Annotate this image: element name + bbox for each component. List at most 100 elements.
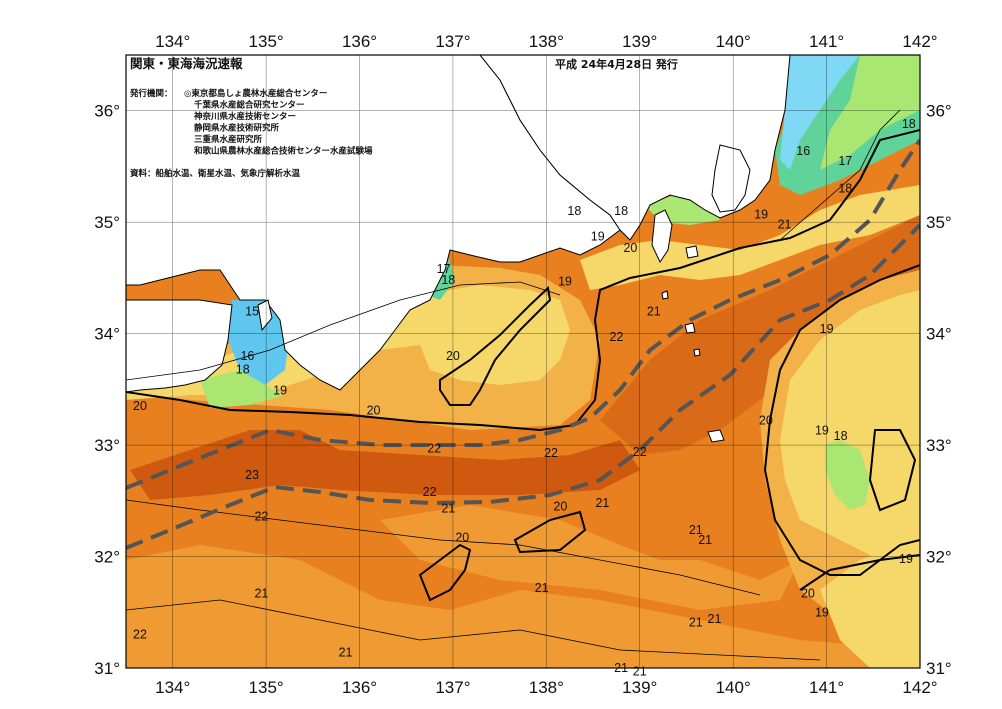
isotherm-20-loop bbox=[439, 285, 552, 406]
land-izu-peninsula bbox=[651, 209, 673, 264]
map-title: 関東・東海海況速報 bbox=[130, 56, 243, 71]
isotherm-label: 19 bbox=[273, 383, 287, 397]
isotherm-label: 22 bbox=[609, 330, 623, 344]
isotherm-label-text: 22 bbox=[609, 330, 623, 344]
isotherm-label: 21 bbox=[689, 523, 703, 537]
isotherm-label: 17 bbox=[437, 262, 451, 276]
isotherm-label: 21 bbox=[339, 645, 353, 659]
isotherm-label-text: 21 bbox=[535, 581, 549, 595]
data-source: 資料：船舶水温、衛星水温、気象庁解析水温 bbox=[129, 168, 301, 179]
isotherm-label: 21 bbox=[647, 304, 661, 318]
lat-label-left: 33° bbox=[94, 436, 120, 455]
isotherm-label: 22 bbox=[427, 441, 441, 455]
isotherm-19-inner bbox=[868, 429, 917, 512]
isotherm-label: 22 bbox=[633, 445, 647, 459]
isotherm-label: 18 bbox=[838, 182, 852, 196]
isotherm-label: 23 bbox=[245, 468, 259, 482]
lon-label-bottom: 134° bbox=[155, 678, 190, 697]
isotherm-label-text: 16 bbox=[240, 349, 254, 363]
isotherm-minor-2 bbox=[126, 499, 761, 596]
land-boso bbox=[711, 144, 751, 213]
isotherm-label: 15 bbox=[245, 304, 259, 318]
isotherm-label: 19 bbox=[558, 274, 572, 288]
kuroshio-axes bbox=[126, 138, 920, 550]
isotherm-label-text: 22 bbox=[427, 441, 441, 455]
isotherm-label-text: 21 bbox=[614, 661, 628, 675]
isotherm-label: 22 bbox=[133, 628, 147, 642]
lat-label-left: 31° bbox=[94, 659, 120, 678]
temp-zone-18-eddy bbox=[825, 440, 870, 510]
lon-label-top: 138° bbox=[529, 32, 564, 51]
lon-label-bottom: 138° bbox=[529, 678, 564, 697]
isotherm-label-text: 16 bbox=[796, 144, 810, 158]
lon-label-top: 142° bbox=[902, 32, 937, 51]
lat-label-right: 36° bbox=[926, 102, 952, 121]
isotherm-label: 20 bbox=[367, 404, 381, 418]
isotherm-label: 19 bbox=[815, 424, 829, 438]
lat-lon-grid bbox=[126, 55, 920, 668]
temp-zone-22-east bbox=[600, 215, 920, 455]
isotherm-label-text: 18 bbox=[441, 273, 455, 287]
lon-label-bottom: 139° bbox=[622, 678, 657, 697]
temp-zone-18-boso bbox=[820, 55, 920, 170]
issue-date: 平成 24年4月28日 発行 bbox=[555, 57, 678, 71]
isotherm-label: 19 bbox=[754, 207, 768, 221]
isotherm-label-text: 21 bbox=[689, 615, 703, 629]
isotherm-label: 18 bbox=[567, 204, 581, 218]
isotherm-label: 20 bbox=[623, 241, 637, 255]
lat-label-right: 32° bbox=[926, 548, 952, 567]
isotherm-label-text: 20 bbox=[455, 531, 469, 545]
isotherm-label: 18 bbox=[834, 429, 848, 443]
isotherm-label: 21 bbox=[254, 586, 268, 600]
longitude-labels-top: 134° 135° 136° 137° 138° 139° 140° 141° 142° bbox=[155, 32, 937, 51]
isotherm-label: 19 bbox=[591, 230, 605, 244]
land-miyake bbox=[684, 322, 696, 334]
isotherm-label: 19 bbox=[820, 322, 834, 336]
isotherm-label-text: 17 bbox=[437, 262, 451, 276]
longitude-labels-bottom: 134° 135° 136° 137° 138° 139° 140° 141° 142° bbox=[155, 678, 937, 697]
isotherm-label: 21 bbox=[595, 496, 609, 510]
isotherm-label: 21 bbox=[535, 581, 549, 595]
isotherm-label-text: 20 bbox=[553, 499, 567, 513]
lat-label-right: 33° bbox=[926, 436, 952, 455]
isotherm-label: 18 bbox=[236, 362, 250, 376]
isotherm-minor-3 bbox=[126, 599, 821, 661]
isotherm-label-text: 20 bbox=[367, 404, 381, 418]
land-kozu bbox=[661, 290, 669, 300]
isotherm-contours bbox=[126, 109, 920, 661]
isotherm-label: 17 bbox=[838, 154, 852, 168]
isotherm-label: 19 bbox=[899, 552, 913, 566]
lat-label-left: 35° bbox=[94, 213, 120, 232]
isotherm-label: 21 bbox=[441, 502, 455, 516]
kuroshio-axis-north bbox=[126, 138, 920, 490]
isotherm-label-text: 21 bbox=[339, 645, 353, 659]
lon-label-bottom: 141° bbox=[809, 678, 844, 697]
isotherm-label-text: 21 bbox=[698, 533, 712, 547]
isotherm-label-text: 21 bbox=[708, 612, 722, 626]
lon-label-bottom: 137° bbox=[435, 678, 470, 697]
isotherm-label: 20 bbox=[133, 399, 147, 413]
isotherm-label-text: 19 bbox=[754, 207, 768, 221]
lon-label-top: 137° bbox=[435, 32, 470, 51]
land-layer bbox=[126, 55, 791, 443]
isotherm-label: 21 bbox=[689, 615, 703, 629]
isotherm-label-text: 19 bbox=[558, 274, 572, 288]
isotherm-label: 22 bbox=[254, 509, 268, 523]
isotherm-label-text: 20 bbox=[759, 414, 773, 428]
lon-label-top: 140° bbox=[716, 32, 751, 51]
land-awaji bbox=[257, 299, 273, 332]
issuer-item: 千葉県水産総合研究センター bbox=[194, 100, 305, 111]
lon-label-top: 141° bbox=[809, 32, 844, 51]
issuer-item: 神奈川県水産技術センター bbox=[194, 111, 296, 122]
lon-label-bottom: 142° bbox=[902, 678, 937, 697]
isotherm-label-text: 21 bbox=[633, 664, 647, 678]
isotherm-label-text: 19 bbox=[820, 322, 834, 336]
isotherm-label-text: 18 bbox=[902, 117, 916, 131]
isotherm-label-text: 18 bbox=[614, 204, 628, 218]
isotherm-label-text: 21 bbox=[441, 502, 455, 516]
isotherm-label: 18 bbox=[441, 273, 455, 287]
land-hachijo bbox=[707, 429, 725, 443]
isotherm-label-text: 21 bbox=[647, 304, 661, 318]
lon-label-top: 139° bbox=[622, 32, 657, 51]
